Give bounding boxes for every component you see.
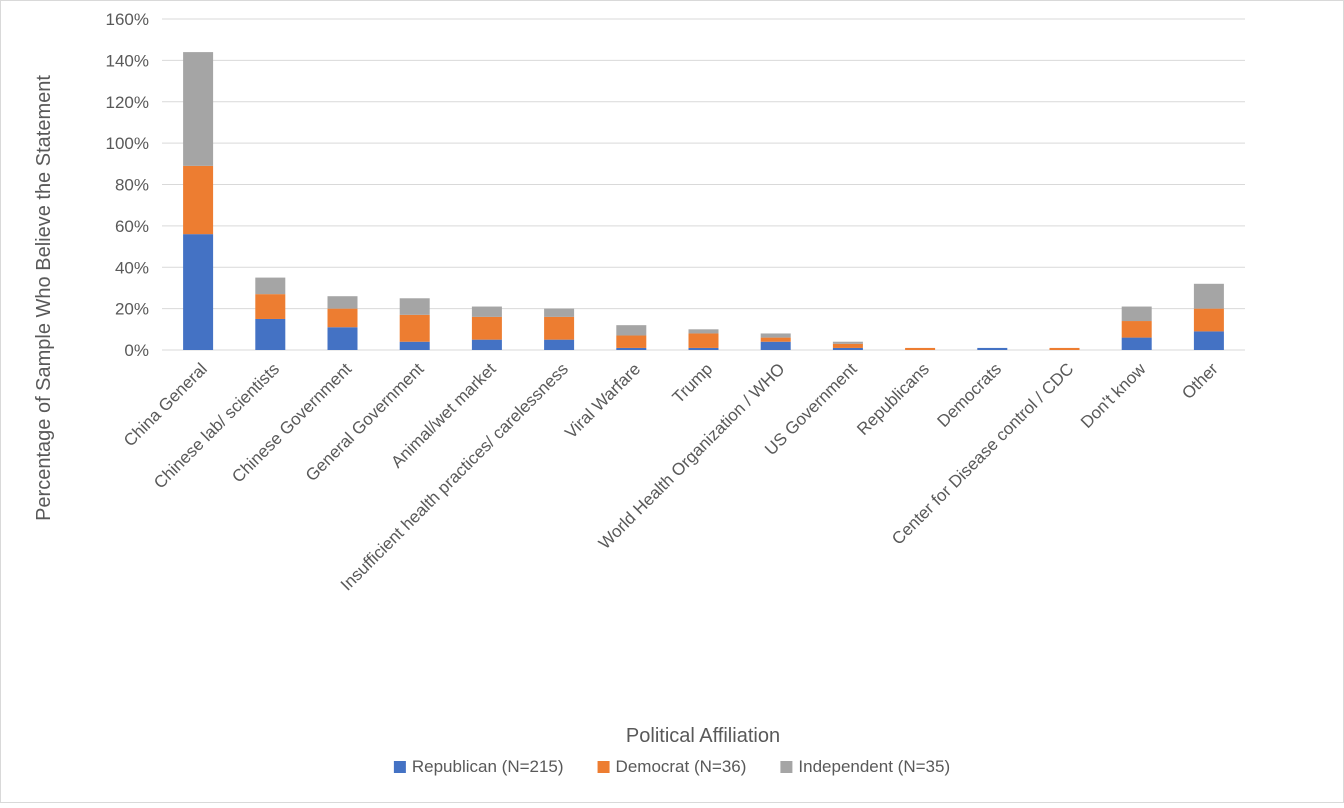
- legend-swatch: [780, 761, 793, 773]
- bar-segment: [832, 341, 863, 344]
- y-tick-label: 100%: [106, 134, 149, 153]
- bar-segment: [255, 294, 286, 319]
- bar-segment: [399, 341, 430, 350]
- bar-segment: [977, 347, 1008, 350]
- bar-segment: [688, 329, 719, 334]
- bar-segment: [905, 347, 936, 350]
- legend-item: Republican (N=215): [393, 757, 564, 776]
- bar-segment: [544, 308, 575, 317]
- bar-segment: [616, 335, 647, 348]
- bar-segment: [760, 337, 791, 342]
- bar-segment: [1193, 283, 1224, 309]
- bar-segment: [471, 339, 502, 350]
- bar-segment: [471, 316, 502, 340]
- y-tick-label: 160%: [106, 10, 149, 29]
- y-tick-label: 140%: [106, 51, 149, 70]
- legend-label: Republican (N=215): [412, 757, 564, 776]
- legend-swatch: [597, 761, 610, 773]
- bar-segment: [760, 341, 791, 350]
- bar-segment: [183, 165, 214, 235]
- bar-segment: [1049, 347, 1080, 350]
- legend-label: Independent (N=35): [798, 757, 950, 776]
- y-axis-tick-labels: 0% 20% 40% 60% 80% 100% 120% 140% 160%: [106, 10, 149, 360]
- bar-segment: [832, 347, 863, 350]
- bar-segment: [255, 277, 286, 295]
- bar-segment: [1193, 308, 1224, 332]
- bar-segment: [183, 52, 214, 166]
- legend-swatch: [393, 761, 406, 773]
- y-tick-label: 80%: [115, 176, 149, 195]
- bar-segment: [327, 296, 358, 309]
- legend: Republican (N=215) Democrat (N=36) Indepen…: [393, 757, 950, 776]
- bar-segment: [1121, 321, 1152, 338]
- y-tick-label: 120%: [106, 93, 149, 112]
- bar-segment: [1121, 337, 1152, 350]
- legend-label: Democrat (N=36): [616, 757, 747, 776]
- legend-item: Democrat (N=36): [597, 757, 747, 776]
- bar-segment: [327, 327, 358, 350]
- legend-item: Independent (N=35): [780, 757, 950, 776]
- bar-segment: [183, 234, 214, 350]
- bar-segment: [255, 318, 286, 350]
- bar-segment: [1193, 331, 1224, 350]
- bar-segment: [688, 333, 719, 348]
- y-tick-label: 0%: [124, 341, 149, 360]
- bar-segment: [544, 316, 575, 340]
- bar-segment: [399, 314, 430, 342]
- y-tick-label: 40%: [115, 258, 149, 277]
- bar-segment: [688, 347, 719, 350]
- bars: [183, 52, 1224, 350]
- bar-segment: [616, 347, 647, 350]
- bar-segment: [327, 308, 358, 328]
- bar-segment: [544, 339, 575, 350]
- x-axis-title: Political Affiliation: [626, 725, 780, 747]
- y-tick-label: 60%: [115, 217, 149, 236]
- bar-segment: [471, 306, 502, 317]
- bar-segment: [399, 298, 430, 315]
- bar-segment: [832, 343, 863, 348]
- bar-segment: [760, 333, 791, 338]
- y-tick-label: 20%: [115, 300, 149, 319]
- bar-segment: [1121, 306, 1152, 322]
- bar-segment: [616, 325, 647, 336]
- y-axis-title: Percentage of Sample Who Believe the Sta…: [33, 75, 55, 521]
